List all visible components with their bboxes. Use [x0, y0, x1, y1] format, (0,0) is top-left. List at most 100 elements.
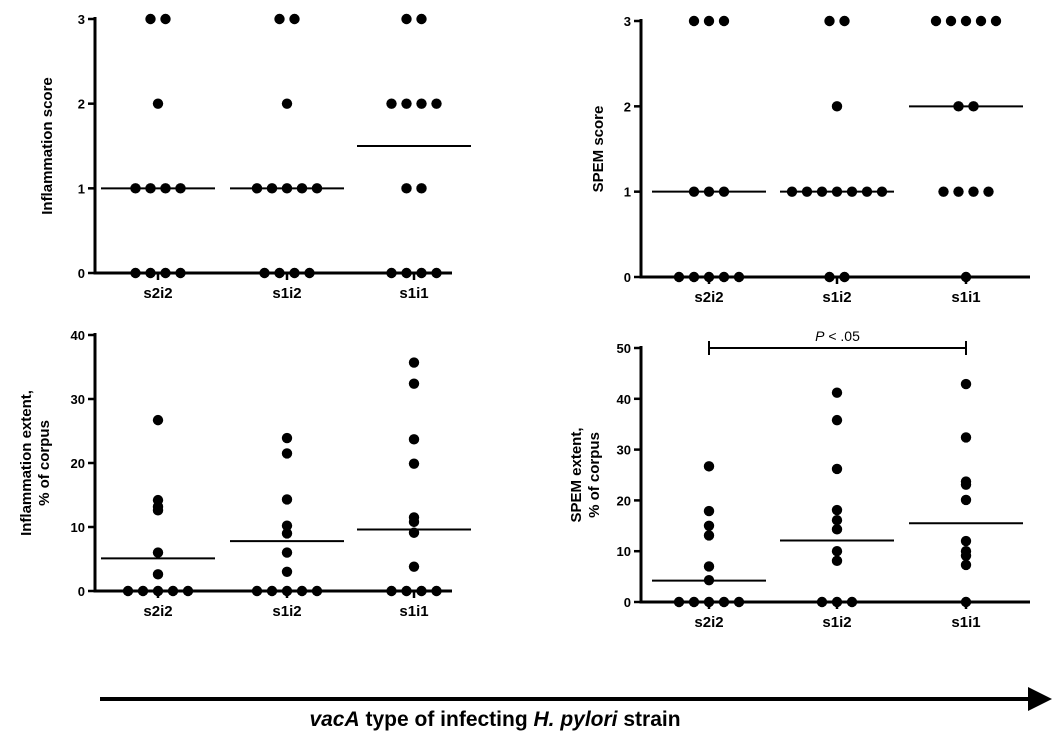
panel-spem-score: 0 1 2 3 s2i2 s1i2 s1i1 SPEM score [590, 14, 1030, 306]
data-point [831, 504, 843, 516]
y-tick-label: 10 [617, 544, 631, 559]
data-point [930, 15, 942, 27]
data-point [846, 596, 858, 608]
data-point [266, 585, 278, 597]
y-tick-label: 30 [617, 443, 631, 458]
data-point [281, 98, 293, 109]
series-s1i1 [357, 357, 471, 597]
data-point [401, 267, 412, 279]
data-point [416, 98, 427, 109]
data-point [703, 461, 715, 472]
data-point [152, 569, 164, 580]
data-point [824, 15, 835, 27]
y-tick-label: 0 [78, 266, 85, 281]
data-point [703, 596, 715, 608]
data-point [718, 596, 730, 608]
data-point [945, 15, 957, 27]
y-tick-label: 0 [78, 584, 85, 599]
data-point [152, 547, 164, 558]
data-point [167, 585, 179, 597]
category-label-s2i2: s2i2 [143, 603, 172, 620]
data-point [296, 585, 308, 597]
data-point [831, 414, 843, 426]
data-point [703, 505, 715, 517]
data-point [281, 566, 293, 577]
data-point [281, 448, 293, 459]
y-tick-label: 2 [624, 99, 631, 114]
data-point [175, 267, 186, 279]
data-point [289, 267, 300, 279]
data-point [990, 15, 1002, 27]
data-point [831, 387, 843, 398]
category-label-s1i2: s1i2 [272, 603, 301, 620]
data-point [304, 267, 315, 279]
data-point [960, 479, 972, 490]
data-point [281, 547, 293, 558]
data-point [718, 271, 730, 283]
data-point [152, 505, 164, 516]
data-point [816, 596, 828, 608]
data-point [673, 596, 685, 608]
data-point [703, 530, 715, 541]
data-point [960, 494, 972, 506]
series-s1i1 [909, 378, 1023, 608]
data-point [416, 585, 427, 597]
data-point [152, 414, 164, 426]
data-point [831, 524, 843, 535]
data-point [831, 101, 843, 112]
y-tick-label: 1 [624, 185, 631, 200]
data-point [831, 546, 843, 557]
category-label-s1i2: s1i2 [272, 285, 301, 302]
data-point [831, 596, 843, 608]
series-s1i2 [230, 432, 344, 597]
data-point [960, 559, 972, 571]
data-point [281, 585, 293, 597]
data-point [160, 267, 171, 279]
data-point [703, 561, 715, 572]
category-label-s1i2: s1i2 [822, 289, 851, 306]
data-point [431, 585, 442, 597]
data-point [831, 555, 843, 567]
data-point [975, 15, 987, 27]
y-tick-label: 20 [71, 456, 85, 471]
y-tick-label: 50 [617, 341, 631, 356]
data-point [703, 271, 715, 283]
data-point [718, 15, 730, 27]
data-point [152, 585, 164, 597]
data-point [960, 15, 972, 27]
series-s2i2 [101, 414, 215, 597]
data-point [401, 13, 412, 25]
data-point [386, 267, 397, 279]
data-point [274, 267, 285, 279]
y-axis-title: SPEM score [590, 106, 607, 193]
data-point [386, 98, 397, 109]
panel-inflammation-extent: 0 10 20 30 40 s2i2 s1i2 s1i1 Inflammation extent… [18, 328, 471, 620]
series-s2i2 [652, 15, 766, 283]
y-axis-title: % of corpus [586, 432, 603, 518]
data-point [182, 585, 194, 597]
y-tick-label: 0 [624, 270, 631, 285]
y-tick-label: 40 [617, 392, 631, 407]
data-point [960, 596, 972, 608]
data-point [953, 186, 964, 197]
category-label-s2i2: s2i2 [694, 289, 723, 306]
category-label-s2i2: s2i2 [694, 614, 723, 631]
y-tick-label: 20 [617, 493, 631, 508]
y-tick-label: 30 [71, 392, 85, 407]
y-axis-title: Inflammation score [39, 77, 56, 215]
series-s2i2 [652, 461, 766, 608]
data-point [960, 535, 972, 547]
data-point [408, 561, 420, 572]
category-label-s1i1: s1i1 [399, 285, 428, 302]
data-point [401, 183, 412, 194]
y-tick-label: 40 [71, 328, 85, 343]
strain-arrow [100, 687, 1052, 711]
category-label-s1i2: s1i2 [822, 614, 851, 631]
panel-inflammation-score: 0 1 2 3 s2i2 s1i2 s1i1 Inflammation score [39, 12, 471, 302]
data-point [688, 596, 700, 608]
data-point [386, 585, 397, 597]
series-s2i2 [101, 13, 215, 279]
y-tick-label: 3 [78, 12, 85, 27]
x-axis-caption: vacA type of infecting H. pylori strain [309, 708, 680, 731]
y-axis-title: % of corpus [36, 420, 53, 506]
